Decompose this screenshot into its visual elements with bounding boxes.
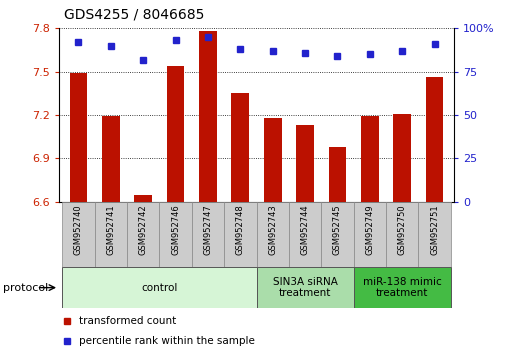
Text: GSM952751: GSM952751	[430, 204, 439, 255]
Bar	[289, 202, 321, 267]
Text: miR-138 mimic
treatment: miR-138 mimic treatment	[363, 277, 442, 298]
Bar	[353, 202, 386, 267]
Text: GDS4255 / 8046685: GDS4255 / 8046685	[64, 7, 205, 21]
Text: GSM952745: GSM952745	[333, 204, 342, 255]
Bar	[264, 118, 282, 202]
Bar	[328, 147, 346, 202]
Bar	[353, 267, 451, 308]
Bar	[62, 202, 94, 267]
Bar	[134, 195, 152, 202]
Text: control: control	[141, 282, 177, 293]
Bar	[231, 93, 249, 202]
Text: transformed count: transformed count	[79, 316, 176, 326]
Bar	[296, 125, 314, 202]
Bar	[393, 114, 411, 202]
Bar	[386, 202, 419, 267]
Text: GSM952740: GSM952740	[74, 204, 83, 255]
Bar	[167, 66, 185, 202]
Text: GSM952742: GSM952742	[139, 204, 148, 255]
Text: GSM952744: GSM952744	[301, 204, 309, 255]
Bar	[256, 202, 289, 267]
Bar	[256, 267, 353, 308]
Text: GSM952749: GSM952749	[365, 204, 374, 255]
Bar	[70, 73, 87, 202]
Bar	[361, 116, 379, 202]
Text: SIN3A siRNA
treatment: SIN3A siRNA treatment	[272, 277, 338, 298]
Bar	[419, 202, 451, 267]
Bar	[199, 31, 217, 202]
Bar	[426, 78, 443, 202]
Text: GSM952741: GSM952741	[106, 204, 115, 255]
Text: GSM952748: GSM952748	[236, 204, 245, 255]
Bar	[94, 202, 127, 267]
Text: protocol: protocol	[3, 282, 48, 293]
Bar	[321, 202, 353, 267]
Bar	[160, 202, 192, 267]
Bar	[62, 267, 256, 308]
Bar	[127, 202, 160, 267]
Text: GSM952747: GSM952747	[204, 204, 212, 255]
Bar	[192, 202, 224, 267]
Text: percentile rank within the sample: percentile rank within the sample	[79, 336, 254, 346]
Text: GSM952750: GSM952750	[398, 204, 407, 255]
Bar	[224, 202, 256, 267]
Bar	[102, 116, 120, 202]
Text: GSM952743: GSM952743	[268, 204, 277, 255]
Text: GSM952746: GSM952746	[171, 204, 180, 255]
